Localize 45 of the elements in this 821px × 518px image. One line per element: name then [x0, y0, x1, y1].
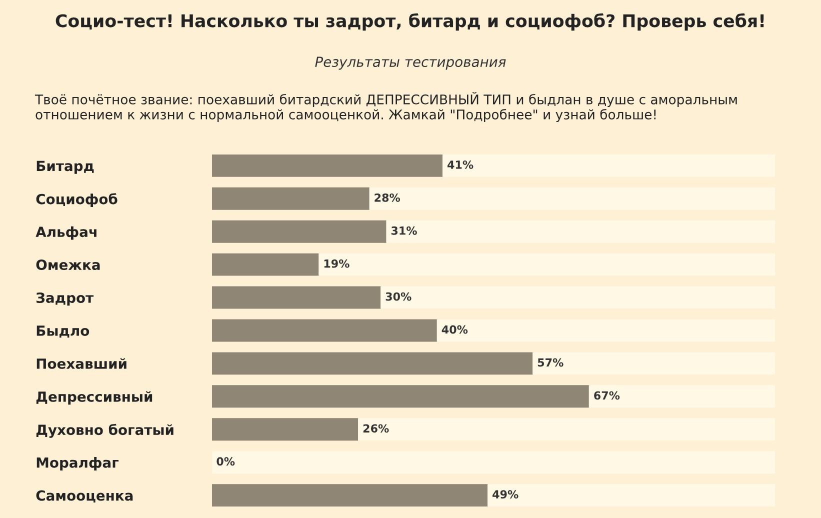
- bar: [212, 286, 382, 309]
- bar: [212, 253, 320, 276]
- y-tick-label: Омежка: [36, 260, 100, 270]
- bar: [386, 220, 775, 243]
- data-label: 31%: [391, 226, 417, 235]
- bar: [436, 319, 775, 342]
- bar: [212, 484, 488, 507]
- bar: [212, 319, 438, 342]
- data-label: 26%: [363, 424, 389, 433]
- bar: [369, 187, 775, 210]
- y-tick-label: Альфач: [36, 226, 96, 240]
- bar: [588, 385, 775, 408]
- bar: [212, 220, 387, 243]
- chart-title: Социо-тест! Насколько ты задрот, битард и социофоб? Проверь себя!: [56, 13, 764, 31]
- y-tick-label: Духовно богатый: [36, 424, 174, 438]
- y-tick-label: Задрот: [36, 292, 94, 306]
- bar: [532, 352, 775, 375]
- y-tick-label: Моралфаг: [36, 457, 119, 471]
- data-label: 67%: [594, 391, 620, 400]
- data-label: 28%: [374, 193, 400, 202]
- data-label: 0%: [216, 457, 235, 466]
- data-label: 49%: [492, 490, 518, 499]
- bar: [380, 286, 775, 309]
- bar: [488, 484, 775, 507]
- bar: [212, 418, 359, 441]
- y-tick-label: Самооценка: [36, 490, 133, 502]
- bar: [318, 253, 775, 276]
- y-tick-label: Социофоб: [36, 193, 118, 208]
- chart-subtitle: Результаты тестирования: [315, 56, 506, 70]
- text: Твоё почётное звание: поехавший битардский ДЕПРЕССИВНЫЙ ТИП и быдлан в душе с аморальным отношением к жизни с нормальной самооценкой. Жамкай "Подробнее" и узнай больше!: [34, 92, 737, 122]
- y-tick-label: Битард: [36, 160, 94, 174]
- bar: [212, 154, 444, 177]
- data-label: 19%: [324, 259, 350, 268]
- bar: [358, 418, 775, 441]
- y-tick-label: Быдло: [36, 326, 90, 338]
- bar: [212, 385, 590, 408]
- bar: [212, 187, 370, 210]
- data-label: 57%: [538, 358, 564, 367]
- data-label: 30%: [386, 292, 412, 301]
- y-tick-label: Депрессивный: [36, 391, 152, 405]
- bar: [442, 154, 775, 177]
- data-label: 41%: [447, 160, 474, 169]
- data-label: 40%: [442, 325, 468, 334]
- y-tick-label: Поехавший: [36, 358, 126, 369]
- bar: [212, 352, 534, 375]
